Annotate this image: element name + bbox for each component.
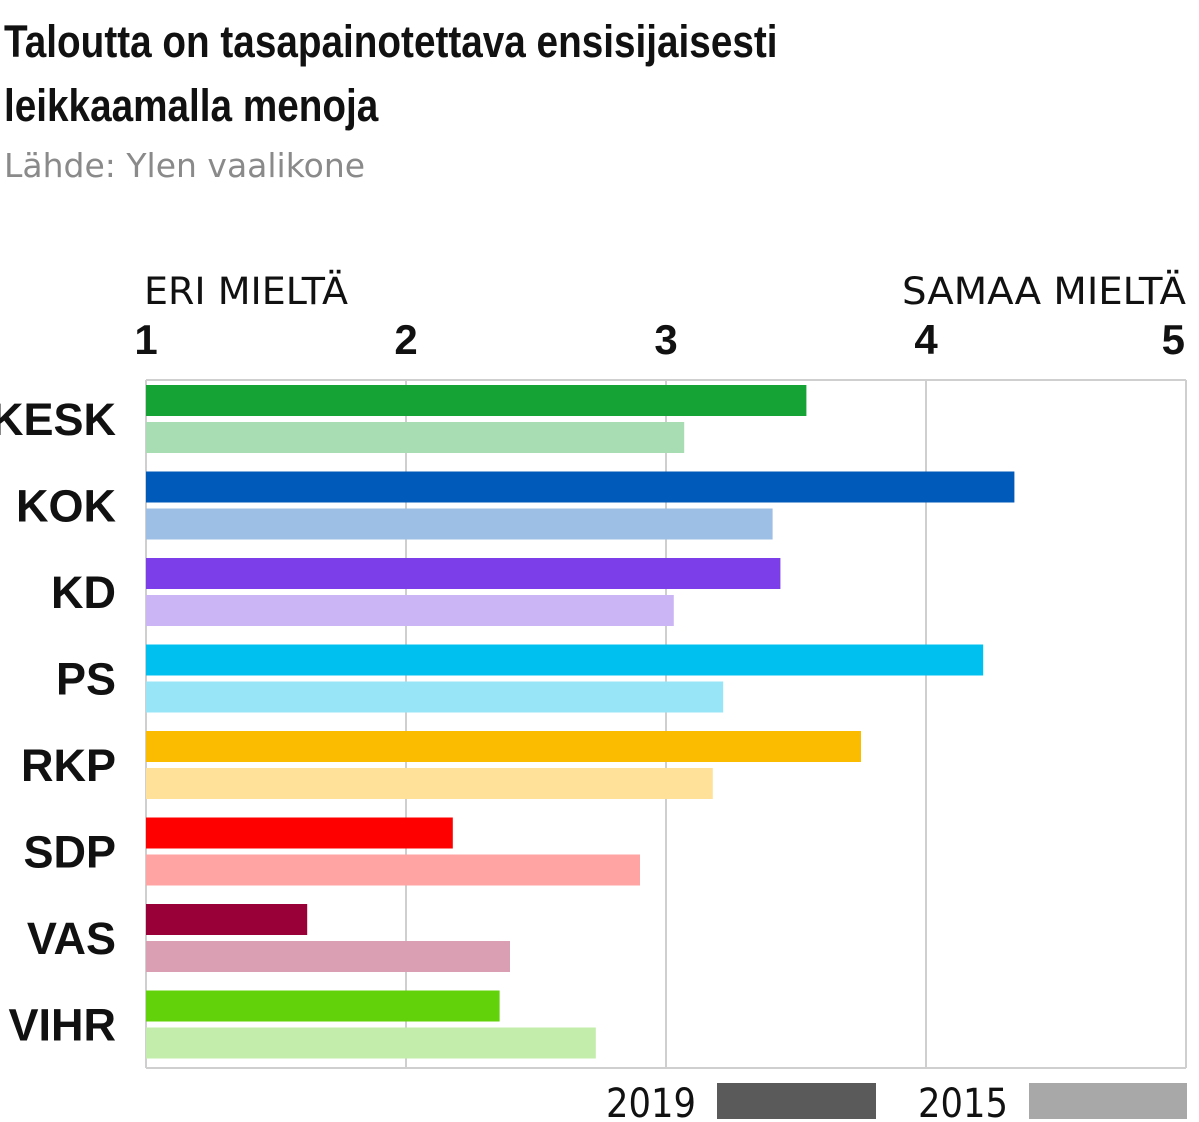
category-label-kok: KOK (16, 481, 117, 532)
bar-kd-2019 (146, 558, 781, 589)
chart-title-line-1: Taloutta on tasapainotettava ensisijaise… (4, 16, 778, 67)
bar-sdp-2019 (146, 817, 453, 849)
x-end-label-low: ERI MIELTÄ (144, 270, 348, 313)
category-label-rkp: RKP (21, 740, 116, 791)
chart-title-line-2: leikkaamalla menoja (4, 80, 379, 131)
legend-label-2015: 2015 (918, 1081, 1008, 1122)
bar-rkp-2019 (146, 731, 861, 762)
bar-vas-2019 (146, 904, 308, 935)
chart-source: Lähde: Ylen vaalikone (4, 146, 366, 185)
category-label-sdp: SDP (23, 827, 116, 878)
legend-label-2019: 2019 (606, 1081, 696, 1122)
bar-sdp-2015 (146, 854, 640, 886)
category-label-ps: PS (56, 654, 116, 705)
bar-rkp-2015 (146, 768, 713, 799)
bar-ps-2015 (146, 681, 724, 713)
legend-swatch-2015 (1029, 1083, 1187, 1119)
x-tick-label-2: 2 (394, 316, 417, 363)
x-tick-label-3: 3 (654, 316, 677, 363)
category-label-kd: KD (51, 567, 116, 618)
bar-vas-2015 (146, 941, 510, 972)
bar-ps-2019 (146, 644, 984, 676)
chart-title: Taloutta on tasapainotettava ensisijaise… (4, 10, 993, 138)
x-tick-label-4: 4 (914, 316, 938, 363)
bar-kesk-2015 (146, 422, 685, 453)
bar-vihr-2019 (146, 990, 500, 1022)
bar-kok-2015 (146, 508, 773, 540)
category-label-vihr: VIHR (8, 1000, 116, 1051)
bar-kd-2015 (146, 595, 674, 626)
legend-swatch-2019 (717, 1083, 876, 1119)
category-label-vas: VAS (27, 913, 116, 964)
bar-vihr-2015 (146, 1027, 596, 1059)
x-tick-label-1: 1 (134, 316, 157, 363)
x-tick-label-5: 5 (1162, 316, 1185, 363)
x-end-label-high: SAMAA MIELTÄ (902, 270, 1186, 313)
category-label-kesk: KESK (0, 394, 116, 445)
bar-kesk-2019 (146, 385, 807, 416)
bar-kok-2019 (146, 471, 1015, 503)
